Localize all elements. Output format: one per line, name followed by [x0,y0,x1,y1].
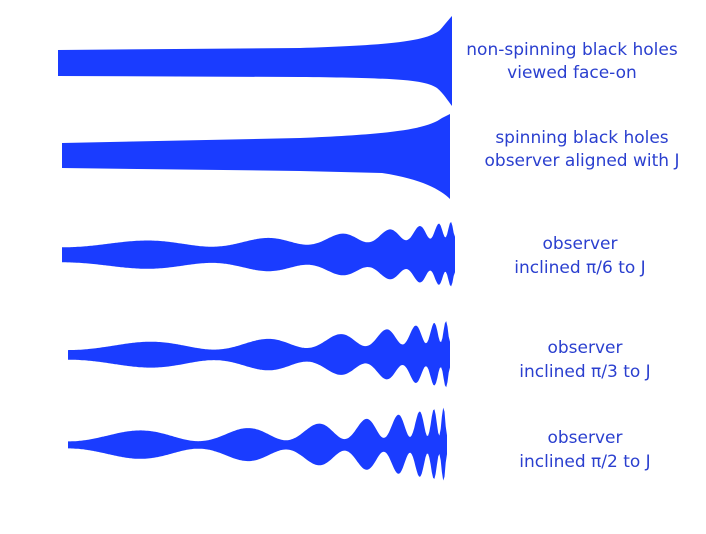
waveform [68,321,450,388]
label: non-spinning black holes [466,40,678,60]
label: viewed face-on [507,63,637,83]
label: spinning black holes [495,128,668,148]
waveform [58,16,452,106]
label: inclined π/3 to J [519,362,650,382]
label: inclined π/2 to J [519,452,650,472]
waveform [62,218,455,289]
label: observer aligned with J [485,151,680,171]
label: observer [547,338,622,358]
label: observer [547,428,622,448]
waveform [68,407,447,481]
waveform [62,114,450,199]
label: observer [542,234,617,254]
label: inclined π/6 to J [514,258,645,278]
